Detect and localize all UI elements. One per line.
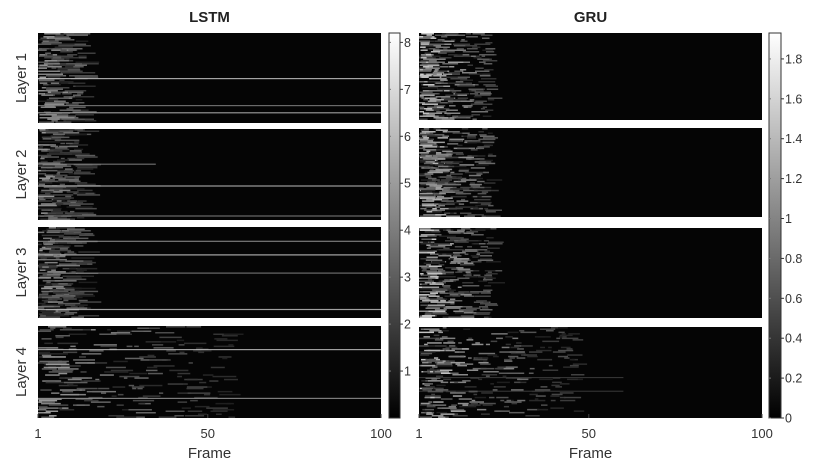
heatmap-panel-layer-2: [419, 128, 762, 217]
chart-title: LSTM: [189, 9, 230, 26]
x-tick-label: 1: [415, 426, 422, 441]
layer-label-2: Layer 2: [13, 149, 30, 199]
x-tick-label: 50: [201, 426, 215, 441]
colorbar-tick-label: 1.8: [785, 52, 802, 66]
colorbar-tick-label: 0.8: [785, 252, 802, 266]
colorbar-tick-label: 1: [404, 365, 411, 379]
layer-label-3: Layer 3: [13, 247, 30, 297]
x-axis-label: Frame: [188, 445, 231, 462]
colorbar-tick-label: 5: [404, 177, 411, 191]
colorbar-tick-label: 4: [404, 224, 411, 238]
heatmap-panel-layer-4: [38, 326, 381, 418]
colorbar-tick-label: 6: [404, 130, 411, 144]
lstm-chart: LSTM Layer 1 Layer 2 Layer 3 Layer 4 1 50 100 Fr…: [13, 9, 411, 462]
colorbar-tick-label: 7: [404, 83, 411, 97]
heatmap-panel-layer-3: [419, 228, 762, 318]
chart-title: GRU: [574, 9, 607, 26]
colorbar-tick-label: 0.6: [785, 292, 802, 306]
colorbar-tick-label: 0.2: [785, 372, 802, 386]
colorbar-tick-label: 1.6: [785, 92, 802, 106]
heatmap-panel-layer-1: [419, 33, 762, 120]
x-tick-label: 1: [34, 426, 41, 441]
heatmap-panel-layer-2: [38, 129, 381, 220]
colorbar-tick-label: 1: [785, 212, 792, 226]
x-tick-label: 50: [582, 426, 596, 441]
colorbar: 0 0.2 0.4 0.6 0.8 1 1.2 1.4 1.6 1.8: [768, 32, 802, 426]
layer-label-1: Layer 1: [13, 53, 30, 103]
colorbar-tick-label: 1.2: [785, 172, 802, 186]
colorbar-tick-label: 0: [785, 412, 792, 426]
colorbar-tick-label: 8: [404, 36, 411, 50]
colorbar: 1 2 3 4 5 6 7 8: [388, 32, 411, 419]
gru-chart: GRU 1 50 100 Frame 0 0.2 0.4 0.6 0.8 1 1.2 1.4 1.6 1.8: [415, 9, 802, 462]
layer-label-4: Layer 4: [13, 347, 30, 397]
x-axis-label: Frame: [569, 445, 612, 462]
colorbar-tick-label: 1.4: [785, 132, 802, 146]
colorbar-tick-label: 0.4: [785, 332, 802, 346]
heatmap-panel-layer-1: [38, 33, 381, 123]
colorbar-tick-label: 3: [404, 271, 411, 285]
colorbar-tick-label: 2: [404, 318, 411, 332]
x-tick-label: 100: [751, 426, 773, 441]
x-tick-label: 100: [370, 426, 392, 441]
heatmap-panel-layer-4: [419, 327, 762, 418]
heatmap-panel-layer-3: [38, 227, 381, 318]
